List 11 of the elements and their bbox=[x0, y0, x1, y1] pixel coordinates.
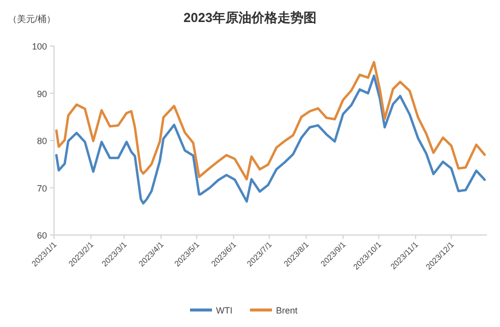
chart-title: 2023年原油价格走势图 bbox=[184, 10, 316, 25]
y-tick-label: 80 bbox=[36, 136, 47, 146]
line-series bbox=[55, 60, 486, 180]
y-tick-label: 100 bbox=[32, 42, 47, 52]
line-series bbox=[55, 74, 486, 205]
y-tick-label: 90 bbox=[36, 88, 47, 99]
y-tick-label: 70 bbox=[36, 183, 47, 194]
y-axis-title: （美元/桶） bbox=[8, 14, 56, 24]
legend-label: WTI bbox=[216, 306, 232, 316]
y-tick-label: 60 bbox=[36, 230, 47, 240]
legend-label: Brent bbox=[276, 306, 298, 316]
